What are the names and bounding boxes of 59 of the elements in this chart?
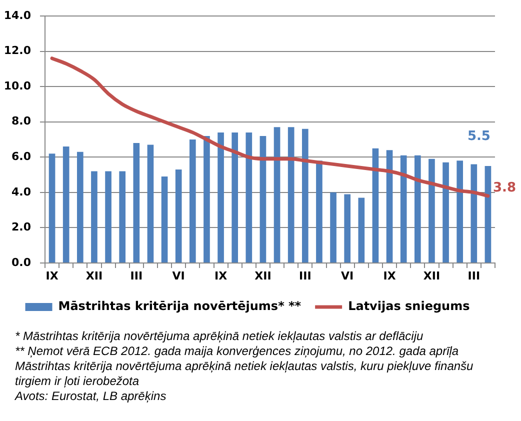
bar	[428, 158, 435, 262]
y-tick-label: 12.0	[4, 44, 32, 58]
data-label: 5.5	[467, 128, 490, 144]
y-tick-label: 10.0	[4, 79, 32, 92]
bar	[246, 132, 252, 262]
bar	[414, 155, 421, 262]
bar	[48, 154, 56, 262]
text: Avots: Eurostat, LB aprēķins	[15, 389, 168, 404]
bar	[133, 143, 140, 262]
bar	[218, 132, 224, 262]
x-tick-label: VI	[341, 269, 354, 282]
bar	[372, 148, 379, 262]
bar	[470, 164, 478, 262]
bar	[358, 198, 365, 262]
y-tick-label: 14.0	[4, 8, 32, 22]
bar	[147, 144, 154, 262]
y-tick-label: 4.0	[12, 185, 32, 198]
y-tick-label: 0.0	[12, 256, 32, 269]
bar	[400, 155, 407, 262]
bar	[161, 176, 168, 262]
x-tick-label: XII	[86, 269, 103, 282]
data-label: 3.8	[492, 180, 516, 196]
bar	[76, 152, 84, 262]
bar	[232, 132, 238, 262]
x-tick-label: III	[299, 269, 312, 282]
bar	[91, 171, 98, 262]
bar	[175, 169, 182, 262]
bar	[442, 162, 449, 262]
bar	[386, 150, 393, 262]
y-tick-label: 2.0	[12, 220, 32, 234]
x-tick-label: XII	[254, 269, 272, 282]
legend-label: Māstrihtas kritērija novērtējums* **	[58, 299, 302, 314]
bar	[456, 160, 464, 262]
bar	[189, 140, 196, 262]
line-series	[50, 56, 490, 198]
x-tick-label: XII	[423, 269, 440, 282]
x-tick-label: IX	[214, 269, 228, 282]
bar	[288, 127, 294, 262]
bar	[344, 194, 351, 262]
bar	[316, 160, 322, 262]
bar	[260, 136, 266, 262]
legend-label: Latvijas sniegums	[348, 299, 470, 314]
bar	[274, 127, 280, 262]
y-tick-label: 6.0	[12, 150, 32, 163]
bar	[105, 171, 112, 262]
bar	[204, 136, 210, 262]
x-tick-label: VI	[172, 269, 185, 282]
x-tick-label: III	[468, 269, 480, 282]
x-tick-label: IX	[46, 269, 59, 282]
text: ** Ņemot vērā ECB 2012. gada maija konverģences ziņojumu, no 2012. gada aprīļa Māstrihtas kritērija novērtējuma aprēķinā netiek iekļautas valstis, kuru piekļuve finanšu tirgiem ir ļoti ierobežota	[15, 344, 474, 389]
text: * Māstrihtas kritērija novērtējuma aprēķinā netiek iekļautas valstis ar deflāciju	[15, 329, 424, 344]
bar	[330, 192, 336, 262]
x-tick-label: III	[130, 269, 143, 282]
bar	[62, 146, 70, 262]
x-tick-label: IX	[383, 269, 396, 282]
bar	[119, 171, 126, 262]
bar	[484, 166, 492, 262]
y-tick-label: 8.0	[12, 114, 32, 128]
bar	[302, 128, 308, 262]
